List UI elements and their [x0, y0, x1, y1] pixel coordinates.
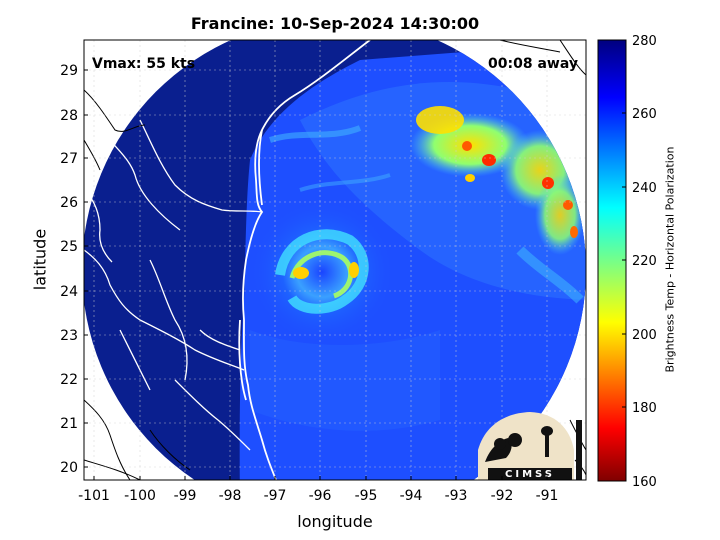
colorbar-tick-label: 180 [632, 401, 657, 416]
cimss-logo: CIMSS [478, 412, 582, 480]
colorbar-gradient [597, 39, 627, 482]
x-tick-label: -97 [264, 488, 287, 504]
storm-core [250, 200, 394, 344]
x-axis-label: longitude [297, 512, 373, 531]
y-tick-label: 26 [60, 195, 78, 211]
x-tick-label: -100 [124, 488, 156, 504]
x-tick-label: -92 [491, 488, 514, 504]
microwave-swath [84, 40, 586, 480]
x-tick-label: -101 [78, 488, 110, 504]
y-tick-label: 29 [60, 63, 78, 79]
x-tick-label: -96 [309, 488, 332, 504]
y-tick-label: 24 [60, 284, 78, 300]
warm-spot [293, 267, 309, 279]
vmax-annotation: Vmax: 55 kts [92, 56, 195, 72]
x-tick-label: -98 [219, 488, 242, 504]
colorbar-tick-label: 200 [632, 328, 657, 343]
colorbar-tick-label: 260 [632, 107, 657, 122]
y-tick-label: 27 [60, 151, 78, 167]
colorbar-tick-label: 160 [632, 475, 657, 490]
colorbar-tick-label: 240 [632, 181, 657, 196]
colorbar-tick-label: 220 [632, 254, 657, 269]
state-borders [84, 119, 263, 451]
logo-text: CIMSS [505, 469, 555, 480]
grid [84, 40, 586, 480]
coastline [238, 40, 371, 480]
x-tick-label: -93 [445, 488, 468, 504]
axes-frame [83, 39, 587, 481]
time-away-annotation: 00:08 away [488, 56, 578, 72]
y-tick-label: 21 [60, 416, 78, 432]
land-borders-outside [84, 40, 586, 480]
tick-marks [84, 69, 548, 480]
x-tick-label: -95 [355, 488, 378, 504]
x-tick-label: -94 [400, 488, 423, 504]
x-tick-label: -91 [536, 488, 559, 504]
y-tick-label: 20 [60, 460, 78, 476]
y-tick-label: 25 [60, 239, 78, 255]
y-tick-label: 28 [60, 108, 78, 124]
plot-title: Francine: 10-Sep-2024 14:30:00 [190, 14, 480, 33]
y-tick-label: 23 [60, 328, 78, 344]
x-tick-labels: -101 -100 -99 -98 -97 -96 -95 -94 -93 -9… [78, 488, 558, 504]
colorbar-tick-label: 280 [632, 34, 657, 49]
y-tick-label: 22 [60, 372, 78, 388]
y-tick-labels: 29 28 27 26 25 24 23 22 21 20 [60, 63, 78, 476]
warm-spot [349, 262, 359, 278]
hot-spot [482, 154, 496, 166]
x-tick-label: -99 [174, 488, 197, 504]
colorbar: 280 260 240 220 200 180 160 [597, 34, 657, 490]
